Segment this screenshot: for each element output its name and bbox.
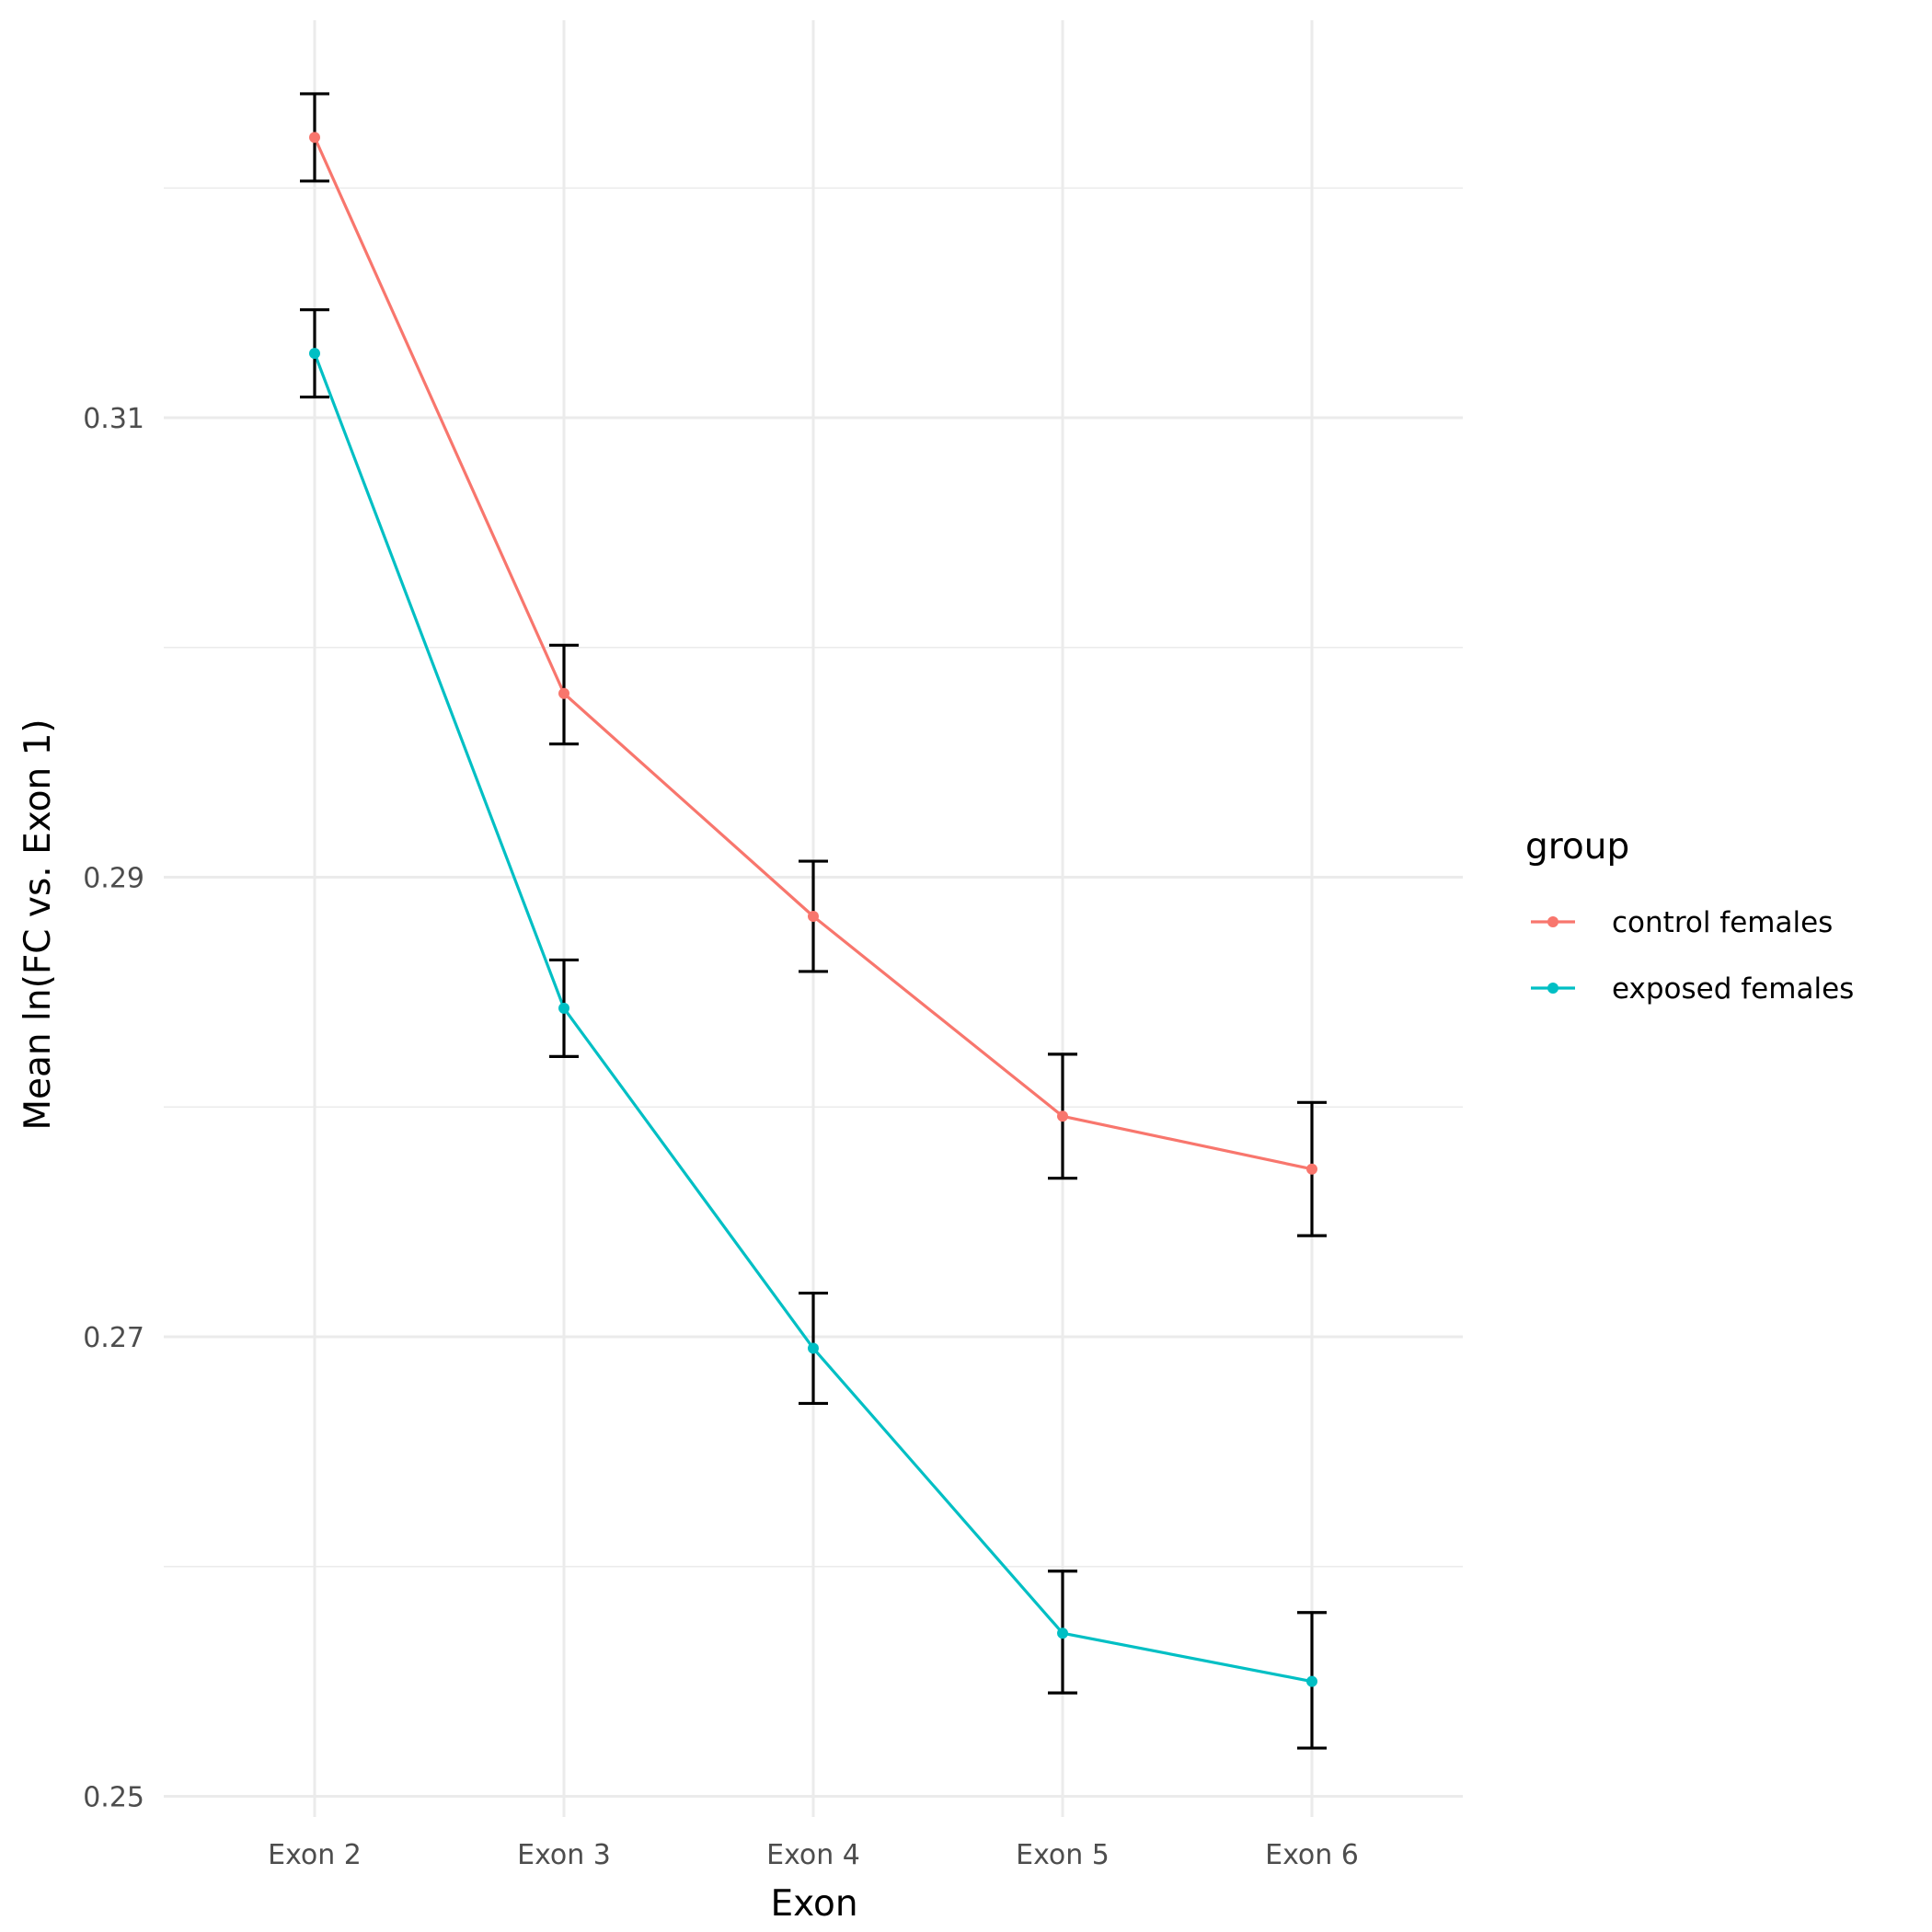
tick-labels: 0.25 0.27 0.29 0.31 Exon 2 Exon 3 Exon 4 Exon 5… (83, 403, 1359, 1871)
legend-label: control females (1612, 906, 1833, 939)
data-point (1057, 1110, 1068, 1122)
data-point (309, 348, 320, 360)
data-points (309, 132, 1317, 1687)
data-point (309, 132, 320, 144)
x-tick-label: Exon 4 (766, 1839, 860, 1871)
y-tick-label: 0.29 (83, 863, 144, 895)
data-point (558, 687, 569, 699)
legend-key-point (1547, 983, 1558, 994)
legend-item: exposed females (1531, 972, 1854, 1006)
x-tick-label: Exon 5 (1016, 1839, 1110, 1871)
y-axis-title: Mean ln(FC vs. Exon 1) (17, 719, 59, 1130)
legend: group control females exposed females (1525, 826, 1854, 1006)
y-tick-label: 0.31 (83, 403, 144, 435)
data-point (1306, 1163, 1317, 1175)
data-point (808, 1342, 819, 1354)
legend-key-point (1547, 916, 1558, 927)
x-tick-label: Exon 3 (517, 1839, 611, 1871)
y-tick-label: 0.25 (83, 1782, 144, 1814)
data-point (558, 1002, 569, 1014)
x-axis-title: Exon (770, 1883, 857, 1925)
legend-title: group (1525, 826, 1629, 868)
y-tick-label: 0.27 (83, 1322, 144, 1354)
legend-items: control females exposed females (1531, 906, 1854, 1006)
data-point (808, 911, 819, 923)
x-tick-label: Exon 2 (268, 1839, 362, 1871)
x-tick-label: Exon 6 (1265, 1839, 1359, 1871)
data-point (1057, 1627, 1068, 1639)
legend-label: exposed females (1612, 972, 1854, 1006)
data-point (1306, 1675, 1317, 1687)
legend-item: control females (1531, 906, 1833, 939)
